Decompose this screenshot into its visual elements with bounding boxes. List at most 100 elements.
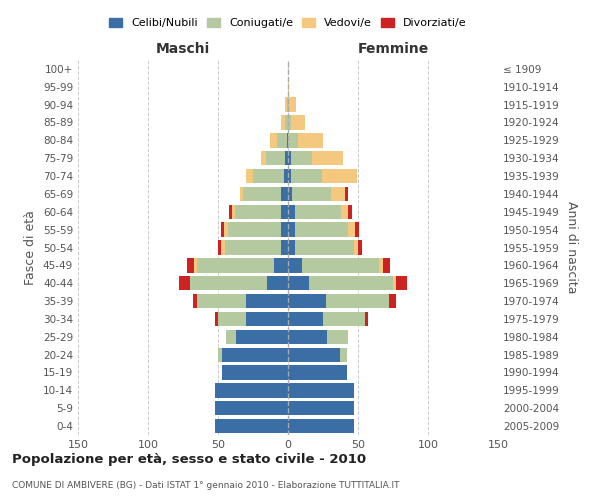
Bar	[346, 187, 348, 201]
Bar	[243, 187, 281, 201]
Bar	[288, 204, 295, 219]
Bar	[281, 222, 288, 237]
Bar	[285, 151, 288, 166]
Bar	[358, 240, 362, 254]
Bar	[215, 383, 288, 398]
Bar	[340, 348, 347, 362]
Bar	[285, 98, 287, 112]
Bar	[289, 98, 296, 112]
Bar	[221, 222, 224, 237]
Bar	[326, 294, 389, 308]
Bar	[270, 133, 277, 148]
Bar	[288, 294, 326, 308]
Bar	[288, 98, 289, 112]
Bar	[312, 151, 343, 166]
Bar	[218, 312, 246, 326]
Bar	[229, 204, 232, 219]
Bar	[309, 276, 393, 290]
Bar	[288, 276, 309, 290]
Bar	[228, 222, 281, 237]
Bar	[215, 312, 218, 326]
Bar	[291, 116, 305, 130]
Bar	[222, 366, 288, 380]
Bar	[285, 116, 288, 130]
Bar	[288, 133, 298, 148]
Bar	[355, 222, 359, 237]
Legend: Celibi/Nubili, Coniugati/e, Vedovi/e, Divorziati/e: Celibi/Nubili, Coniugati/e, Vedovi/e, Di…	[105, 13, 471, 32]
Bar	[232, 204, 235, 219]
Bar	[281, 240, 288, 254]
Bar	[197, 294, 246, 308]
Bar	[396, 276, 407, 290]
Bar	[193, 294, 197, 308]
Bar	[241, 187, 243, 201]
Bar	[187, 258, 194, 272]
Bar	[236, 330, 288, 344]
Y-axis label: Fasce di età: Fasce di età	[25, 210, 37, 285]
Bar	[365, 312, 368, 326]
Bar	[277, 133, 287, 148]
Bar	[246, 312, 288, 326]
Bar	[222, 348, 288, 362]
Bar	[288, 80, 289, 94]
Text: Femmine: Femmine	[358, 42, 428, 56]
Bar	[288, 151, 291, 166]
Bar	[288, 366, 347, 380]
Bar	[348, 222, 355, 237]
Bar	[226, 330, 236, 344]
Bar	[288, 312, 323, 326]
Bar	[379, 258, 383, 272]
Bar	[295, 222, 348, 237]
Bar	[393, 276, 396, 290]
Bar	[291, 151, 312, 166]
Text: Popolazione per età, sesso e stato civile - 2010: Popolazione per età, sesso e stato civil…	[12, 452, 366, 466]
Bar	[323, 312, 365, 326]
Bar	[262, 151, 266, 166]
Bar	[354, 240, 358, 254]
Bar	[348, 204, 352, 219]
Bar	[179, 276, 190, 290]
Bar	[288, 116, 291, 130]
Text: COMUNE DI AMBIVERE (BG) - Dati ISTAT 1° gennaio 2010 - Elaborazione TUTTITALIA.I: COMUNE DI AMBIVERE (BG) - Dati ISTAT 1° …	[12, 480, 400, 490]
Bar	[298, 133, 323, 148]
Bar	[288, 258, 302, 272]
Bar	[383, 258, 390, 272]
Bar	[284, 169, 288, 183]
Bar	[341, 204, 348, 219]
Y-axis label: Anni di nascita: Anni di nascita	[565, 201, 578, 294]
Bar	[287, 98, 288, 112]
Bar	[225, 240, 281, 254]
Bar	[281, 204, 288, 219]
Bar	[288, 401, 354, 415]
Bar	[288, 222, 295, 237]
Bar	[281, 116, 285, 130]
Bar	[288, 240, 295, 254]
Bar	[190, 276, 267, 290]
Bar	[288, 348, 340, 362]
Bar	[235, 204, 281, 219]
Bar	[288, 419, 354, 433]
Bar	[224, 222, 228, 237]
Bar	[218, 240, 221, 254]
Bar	[194, 258, 197, 272]
Bar	[246, 294, 288, 308]
Bar	[291, 169, 322, 183]
Bar	[295, 240, 354, 254]
Bar	[295, 204, 341, 219]
Bar	[215, 401, 288, 415]
Bar	[266, 151, 285, 166]
Bar	[288, 169, 291, 183]
Bar	[331, 187, 346, 201]
Bar	[389, 294, 396, 308]
Bar	[215, 419, 288, 433]
Bar	[288, 330, 327, 344]
Bar	[292, 187, 331, 201]
Bar	[281, 187, 288, 201]
Bar	[218, 348, 222, 362]
Bar	[287, 133, 288, 148]
Bar	[288, 187, 292, 201]
Bar	[327, 330, 348, 344]
Bar	[246, 169, 253, 183]
Bar	[253, 169, 284, 183]
Bar	[302, 258, 379, 272]
